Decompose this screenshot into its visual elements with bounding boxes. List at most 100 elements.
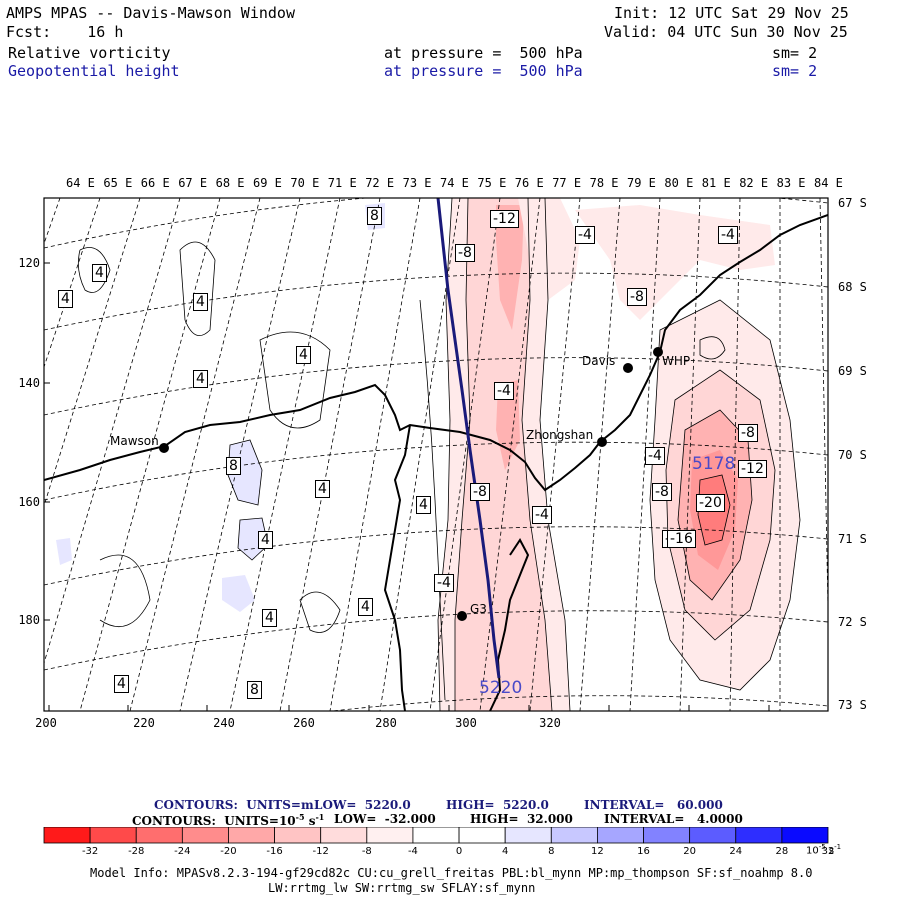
vorticity-contour-label: -4 (575, 226, 595, 244)
vorticity-contour-label: 4 (58, 290, 73, 308)
contour-info-line1-low: LOW= 5220.0 (314, 798, 411, 812)
station-g3-dot (457, 611, 467, 621)
vorticity-contour-label: -4 (494, 382, 514, 400)
colorbar-tick: 28 (775, 846, 789, 857)
colorbar-tick: -4 (407, 846, 418, 857)
longitude-label: 77 E (552, 176, 582, 190)
colorbar-tick: -16 (266, 846, 283, 857)
latitude-label: 70 S (838, 448, 867, 462)
longitude-label: 78 E (589, 176, 619, 190)
vorticity-contour-label: 4 (258, 531, 273, 549)
latitude-label: 72 S (838, 615, 867, 629)
x-tick-label: 260 (293, 716, 315, 730)
vorticity-contours (77, 198, 801, 711)
vorticity-contour-label: -12 (490, 210, 519, 228)
vorticity-contour-label: 8 (247, 681, 262, 699)
vorticity-contour-label: 4 (416, 496, 431, 514)
vorticity-contour-label: 4 (262, 609, 277, 627)
colorbar-swatch (458, 827, 506, 844)
longitude-label: 80 E (664, 176, 694, 190)
y-tick-label: 180 (18, 613, 40, 627)
colorbar-tick: 8 (548, 846, 555, 857)
latitude-label: 67 S (838, 196, 867, 210)
chart-title: AMPS MPAS -- Davis-Mawson Window (6, 4, 295, 22)
station-label: Davis (582, 354, 616, 368)
x-tick-label: 300 (455, 716, 477, 730)
station-whp-dot (653, 347, 663, 357)
x-tick-label: 200 (35, 716, 57, 730)
longitude-label: 75 E (477, 176, 507, 190)
vorticity-contour-label: -16 (667, 530, 696, 548)
x-tick-label: 280 (375, 716, 397, 730)
longitude-label: 81 E (701, 176, 731, 190)
colorbar-tick: 0 (455, 846, 463, 857)
longitude-label: 84 E (814, 176, 843, 190)
longitude-label: 79 E (627, 176, 656, 190)
colorbar-tick: -32 (81, 846, 99, 857)
vorticity-contour-label: -8 (627, 288, 647, 306)
colorbar-swatch (43, 827, 91, 844)
longitude-label: 67 E (178, 176, 208, 190)
station-label: Mawson (110, 434, 159, 448)
colorbar-tick: -20 (220, 846, 237, 857)
colorbar-swatch (781, 827, 829, 844)
vorticity-contour-label: -8 (738, 424, 758, 442)
latitude-label: 68 S (838, 280, 867, 294)
colorbar-tick: -8 (361, 846, 372, 857)
vorticity-contour-label: -20 (696, 494, 725, 512)
vorticity-contour-label: -4 (645, 447, 665, 465)
forecast-hour: Fcst: 16 h (6, 23, 124, 41)
colorbar-swatch (274, 827, 322, 844)
longitude-label: 73 E (402, 176, 432, 190)
valid-time: Valid: 04 UTC Sun 30 Nov 25 (604, 23, 848, 41)
station-label: G3 (470, 602, 487, 616)
station-davis-dot (623, 363, 633, 373)
station-label: WHP (662, 354, 691, 368)
colorbar-swatch (135, 827, 183, 844)
vorticity-contour-label: 4 (193, 293, 208, 311)
vorticity-shading (56, 198, 800, 711)
colorbar-tick: 4 (501, 846, 509, 857)
colorbar-swatch (504, 827, 552, 844)
station-mawson-dot (159, 443, 169, 453)
field1-name: Relative vorticity (8, 44, 171, 62)
latitude-label: 71 S (838, 532, 867, 546)
vorticity-contour-label: 4 (315, 480, 330, 498)
contour-info-line2-units: CONTOURS: UNITS=10-5 s-1 (132, 812, 325, 828)
model-info-line1: Model Info: MPASv8.2.3-194-gf29cd82c CU:… (90, 866, 813, 880)
field2-smoothing: sm= 2 (772, 62, 818, 80)
field1-level: at pressure = 500 hPa (384, 44, 583, 62)
field2-name: Geopotential height (8, 62, 180, 80)
colorbar-swatch (181, 827, 229, 844)
contour-info-line2-high: HIGH= 32.000 (470, 812, 573, 826)
y-tick-label: 140 (18, 376, 40, 390)
longitude-label: 69 E (253, 176, 282, 190)
x-tick-label: 240 (213, 716, 235, 730)
vorticity-contour-label: -8 (455, 244, 475, 262)
y-tick-label: 160 (18, 495, 40, 509)
colorbar-tick: -24 (174, 846, 191, 857)
vorticity-contour-label: -12 (738, 460, 767, 478)
colorbar-swatch (412, 827, 460, 844)
longitude-label: 76 E (514, 176, 544, 190)
vorticity-contour-label: 8 (367, 207, 382, 225)
height-label: 5220 (479, 678, 523, 698)
contour-info-line2-low: LOW= -32.000 (334, 812, 436, 826)
colorbar-tick: -12 (312, 846, 329, 857)
colorbar-tick: 16 (637, 846, 650, 857)
longitude-label: 82 E (739, 176, 769, 190)
colorbar-tick: 12 (591, 846, 604, 857)
colorbar-swatch (689, 827, 737, 844)
longitude-label: 65 E (103, 176, 133, 190)
longitude-label: 70 E (290, 176, 320, 190)
x-tick-label: 220 (133, 716, 155, 730)
field1-smoothing: sm= 2 (772, 44, 818, 62)
colorbar-tick: 20 (683, 846, 696, 857)
station-zhongshan-dot (597, 437, 607, 447)
longitude-label: 74 E (440, 176, 469, 190)
vorticity-contour-label: -4 (434, 574, 454, 592)
colorbar-units: 10-5 s-1 (806, 843, 842, 857)
colorbar-tick: 24 (729, 846, 743, 857)
coastline (44, 214, 828, 711)
